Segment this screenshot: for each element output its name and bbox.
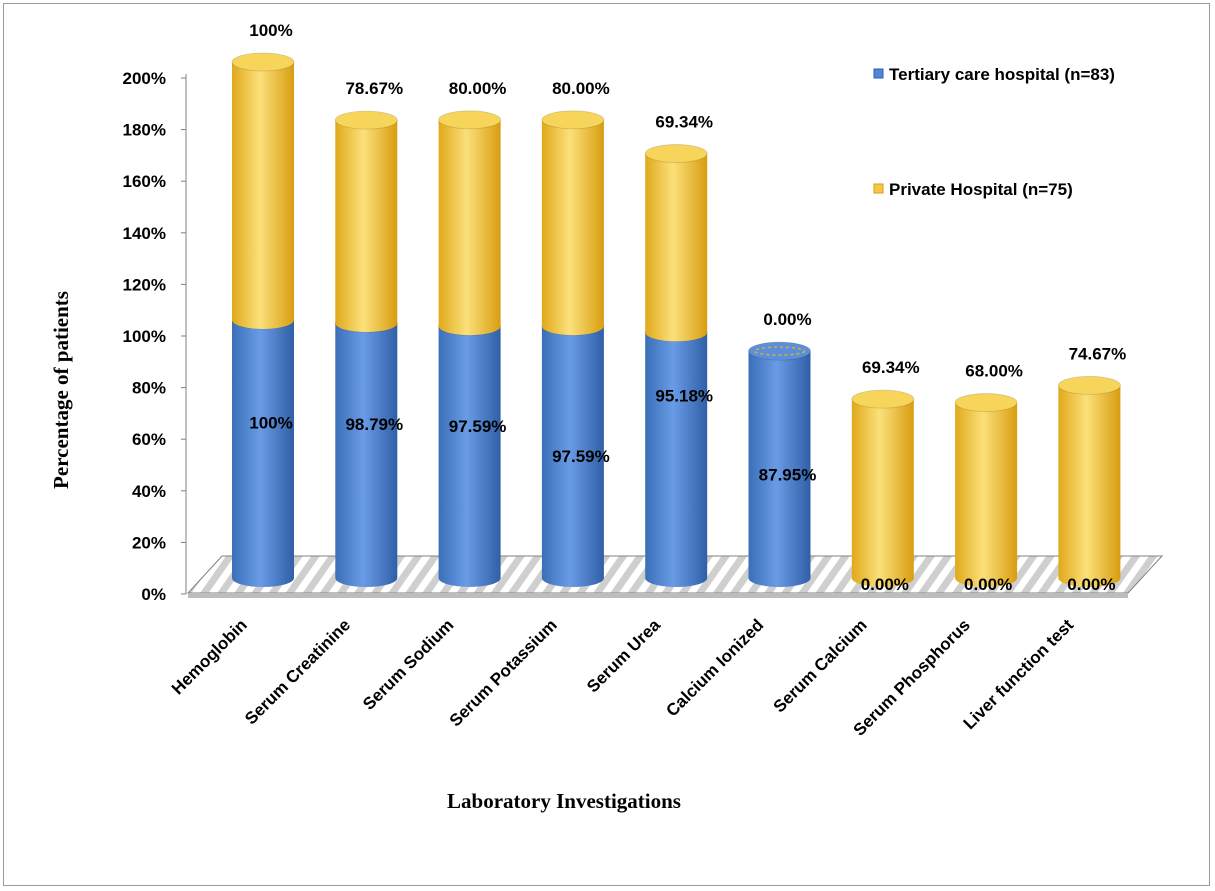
x-tick-label: Serum Sodium — [359, 615, 457, 713]
bar-private — [334, 110, 398, 333]
y-tick-label: 120% — [123, 275, 166, 294]
data-label-private: 69.34% — [655, 113, 713, 132]
data-label-private: 74.67% — [1069, 344, 1127, 363]
legend-item: Private Hospital (n=75) — [873, 180, 1073, 199]
y-axis-title: Percentage of patients — [49, 291, 73, 489]
legend-label: Private Hospital (n=75) — [889, 180, 1073, 199]
y-tick-label: 80% — [132, 379, 166, 398]
legend: Tertiary care hospital (n=83) Private Hos… — [873, 65, 1115, 199]
x-tick-label: Hemoglobin — [168, 615, 251, 698]
x-tick-label: Serum Urea — [583, 615, 664, 696]
bar-private — [231, 52, 295, 329]
bar-private — [954, 393, 1018, 587]
x-axis-title: Laboratory Investigations — [447, 789, 681, 813]
bar-private — [644, 144, 708, 342]
legend-item: Tertiary care hospital (n=83) — [873, 65, 1115, 84]
bar-private — [541, 110, 605, 336]
y-tick-label: 140% — [123, 224, 166, 243]
bar-tertiary — [438, 316, 502, 587]
data-label-private: 100% — [249, 21, 292, 40]
data-label-tertiary: 0.00% — [964, 575, 1012, 594]
y-tick-label: 160% — [123, 172, 166, 191]
x-tick-label: Serum Calcium — [770, 615, 871, 716]
bar-private — [851, 389, 915, 587]
y-tick-label: 100% — [123, 327, 166, 346]
legend-swatch — [873, 68, 884, 79]
x-tick-label: Liver function test — [960, 615, 1078, 733]
y-tick-label: 20% — [132, 533, 166, 552]
floor-edge — [188, 593, 1128, 598]
data-label-private: 80.00% — [449, 79, 507, 98]
x-tick-label: Serum Phosphorus — [850, 615, 974, 739]
data-label-private: 69.34% — [862, 358, 920, 377]
y-tick-label: 0% — [141, 585, 166, 604]
legend-swatch — [873, 183, 884, 194]
data-labels: 100% 100% 98.79% 78.67% 97.59% 80.00% 97.59% 80… — [249, 21, 1126, 594]
zero-segment-mark — [753, 346, 806, 356]
x-tick-label: Serum Potassium — [446, 615, 561, 730]
bar-tertiary — [231, 310, 295, 587]
y-tick-label: 200% — [123, 69, 166, 88]
data-label-tertiary: 98.79% — [345, 415, 403, 434]
y-tick-label: 40% — [132, 482, 166, 501]
data-label-private: 80.00% — [552, 79, 610, 98]
data-label-tertiary: 97.59% — [552, 447, 610, 466]
data-label-private: 78.67% — [345, 79, 403, 98]
data-label-tertiary: 97.59% — [449, 417, 507, 436]
bar-tertiary — [334, 313, 398, 587]
data-label-tertiary: 95.18% — [655, 387, 713, 406]
bar-private — [1058, 375, 1121, 587]
x-tick-label: Calcium Ionized — [662, 615, 767, 720]
legend-label: Tertiary care hospital (n=83) — [889, 65, 1115, 84]
bar-private — [438, 110, 502, 336]
y-tick-label: 60% — [132, 430, 166, 449]
data-label-tertiary: 0.00% — [1067, 575, 1115, 594]
data-label-tertiary: 87.95% — [759, 465, 817, 484]
bar-tertiary — [644, 323, 708, 587]
data-label-private: 0.00% — [763, 310, 811, 329]
x-tick-label: Serum Creatinine — [241, 615, 354, 728]
data-label-private: 68.00% — [965, 362, 1023, 381]
y-tick-label: 180% — [123, 121, 166, 140]
data-label-tertiary: 0.00% — [861, 575, 909, 594]
y-axis: 0% 20% 40% 60% 80% 100% 120% 140% 160% 180% 200% — [123, 69, 187, 604]
data-label-tertiary: 100% — [249, 413, 292, 432]
bars — [231, 52, 1121, 587]
bar-tertiary — [748, 341, 811, 587]
